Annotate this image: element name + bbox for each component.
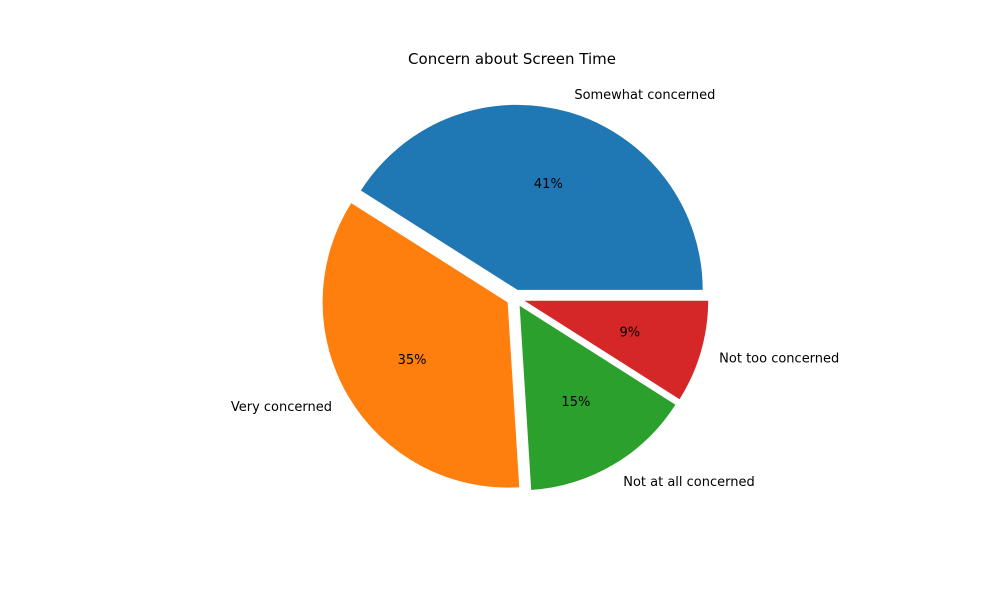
pie-labels: Somewhat concerned 41% Very concerned 35% No… xyxy=(231,88,839,490)
slice-percent-label: 9% xyxy=(620,325,641,340)
slice-label: Not too concerned xyxy=(719,351,839,366)
slice-label: Somewhat concerned xyxy=(574,88,715,103)
pie-slice-not-too-concerned xyxy=(520,299,710,401)
slice-label: Very concerned xyxy=(231,400,332,415)
pie-slice-not-at-all-concerned xyxy=(518,303,677,492)
slice-percent-label: 35% xyxy=(398,353,427,368)
slice-percent-label: 41% xyxy=(534,177,563,192)
pie-slices xyxy=(321,103,710,492)
pie-slice-somewhat-concerned xyxy=(359,103,704,291)
chart-title: Concern about Screen Time xyxy=(408,50,616,68)
slice-percent-label: 15% xyxy=(561,395,590,410)
slice-label: Not at all concerned xyxy=(623,475,755,490)
pie-slice-very-concerned xyxy=(321,201,521,489)
